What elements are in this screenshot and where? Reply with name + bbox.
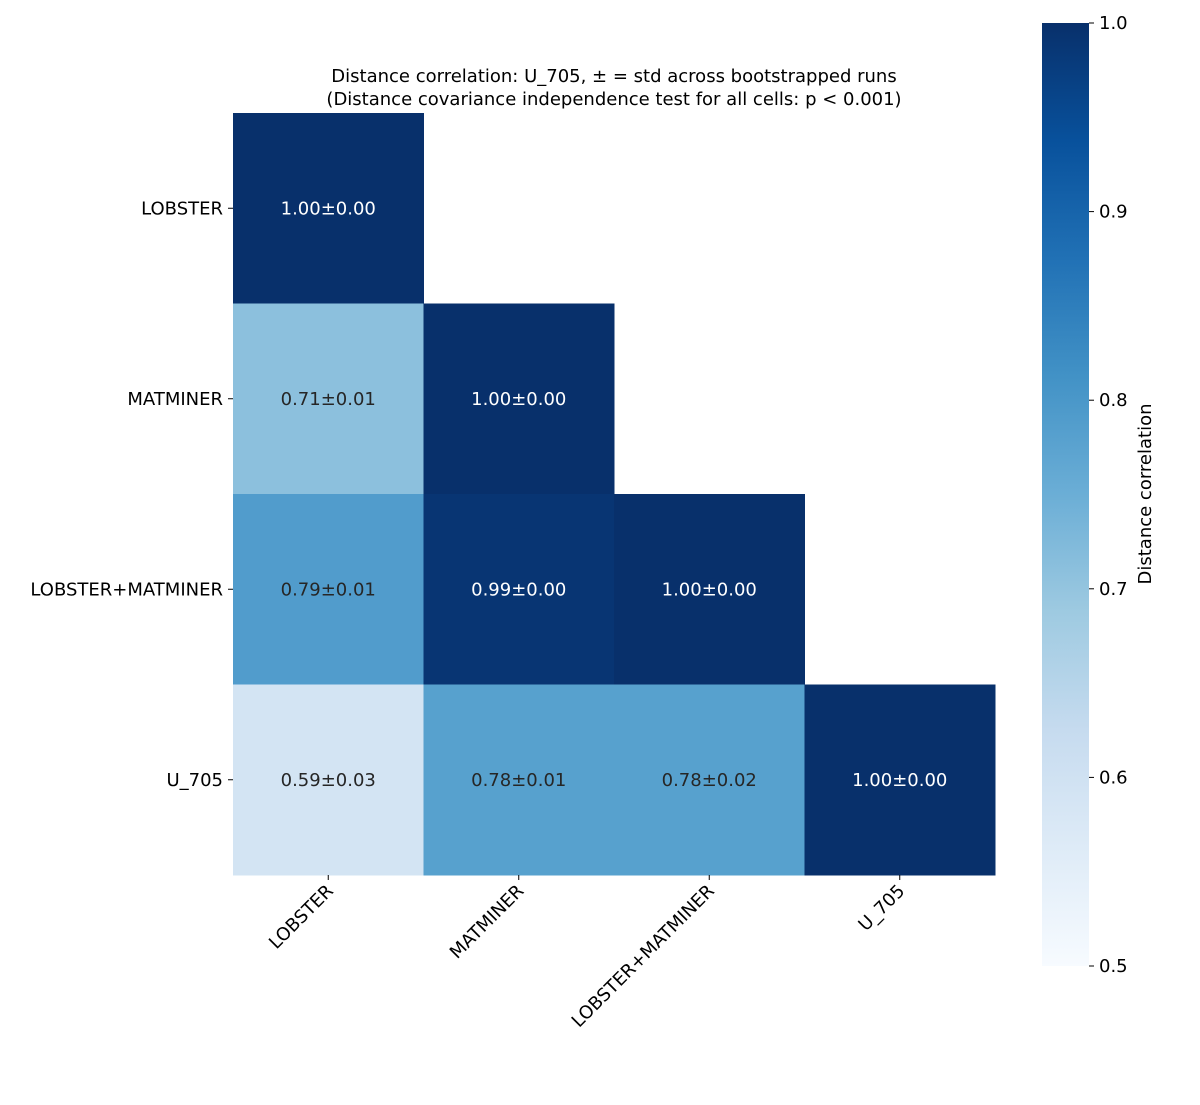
heatmap-cell — [804, 684, 996, 876]
cell-label: 0.79±0.01 — [281, 579, 376, 600]
colorbar-tick-label: 0.8 — [1099, 390, 1128, 411]
y-tick-label: U_705 — [166, 770, 223, 791]
x-tick-label: MATMINER — [446, 881, 528, 963]
colorbar-tick-label: 0.9 — [1099, 202, 1128, 223]
heatmap-cell — [423, 494, 615, 685]
x-axis: LOBSTER MATMINER LOBSTER+MATMINER U_705 — [265, 875, 909, 1032]
colorbar — [1042, 23, 1089, 966]
heatmap-cell — [614, 494, 805, 685]
cell-label: 0.71±0.01 — [281, 389, 376, 410]
heatmap-cell — [614, 684, 805, 876]
colorbar-tick-label: 0.6 — [1099, 767, 1128, 788]
heatmap-cell — [423, 684, 615, 876]
x-tick-label: U_705 — [854, 881, 909, 936]
cell-label: 1.00±0.00 — [471, 389, 566, 410]
colorbar-tick-label: 0.7 — [1099, 579, 1128, 600]
colorbar-ticks: 0.5 0.6 0.7 0.8 0.9 1.0 — [1089, 13, 1128, 977]
cell-label: 0.99±0.00 — [471, 579, 566, 600]
heatmap-cell — [423, 303, 615, 495]
heatmap-cell — [233, 303, 424, 495]
cell-label: 1.00±0.00 — [662, 579, 757, 600]
heatmap-cells: 1.00±0.00 0.71±0.01 1.00±0.00 0.79±0.01 0.99… — [233, 113, 996, 876]
x-tick-label: LOBSTER+MATMINER — [568, 881, 719, 1032]
cell-label: 0.59±0.03 — [281, 770, 376, 791]
heatmap-cell — [233, 684, 424, 876]
cell-label: 0.78±0.01 — [471, 770, 566, 791]
heatmap-cell — [233, 113, 424, 304]
cell-label: 1.00±0.00 — [852, 770, 947, 791]
cell-label: 0.78±0.02 — [662, 770, 757, 791]
x-tick-label: LOBSTER — [265, 881, 338, 954]
colorbar-tick-label: 0.5 — [1099, 956, 1128, 977]
y-tick-label: MATMINER — [127, 389, 223, 410]
y-tick-label: LOBSTER+MATMINER — [30, 579, 223, 600]
colorbar-tick-label: 1.0 — [1099, 13, 1128, 34]
heatmap-cell — [233, 494, 424, 685]
cell-label: 1.00±0.00 — [281, 198, 376, 219]
y-axis: LOBSTER MATMINER LOBSTER+MATMINER U_705 — [30, 198, 233, 791]
chart-title: Distance correlation: U_705, ± = std acr… — [331, 66, 896, 87]
colorbar-label: Distance correlation — [1135, 403, 1156, 584]
chart-subtitle: (Distance covariance independence test f… — [326, 89, 901, 110]
y-tick-label: LOBSTER — [141, 198, 223, 219]
